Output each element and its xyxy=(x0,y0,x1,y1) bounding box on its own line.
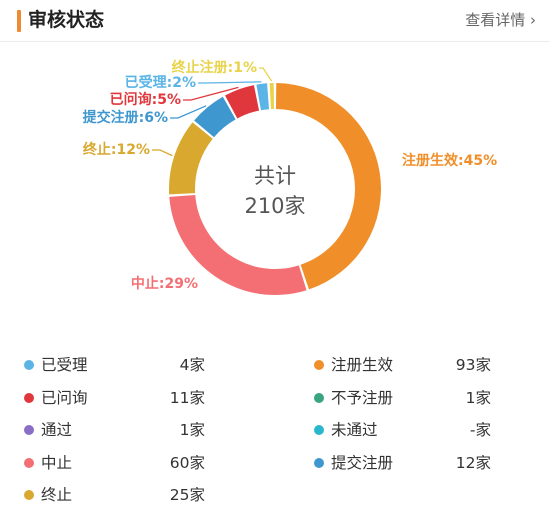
slice-label-5: 已问询:5% xyxy=(110,91,181,108)
legend-value: 1家 xyxy=(465,388,491,407)
legend-dot-icon xyxy=(24,392,34,403)
slice-label-3: 终止:12% xyxy=(83,141,150,158)
view-details-link[interactable]: 查看详情 › xyxy=(465,9,536,31)
legend-value: 12家 xyxy=(455,453,491,472)
donut-slice-2[interactable] xyxy=(169,194,307,295)
donut-chart-svg: 注册生效:45% 中止:29% 终止:12% 提交注册:6%已问询:5%已受理:2%终… xyxy=(83,59,497,295)
legend-value: 93家 xyxy=(455,356,491,374)
header-accent-bar xyxy=(17,10,21,32)
slice-label-2: 中止:29% xyxy=(131,275,198,292)
legend-label: 中止 xyxy=(41,453,73,472)
center-label-line-1: 共计 xyxy=(254,164,296,188)
legend-dot-icon xyxy=(314,425,324,435)
legend-label: 不予注册 xyxy=(331,388,394,407)
donut-slice-3[interactable] xyxy=(169,122,213,195)
legend-value: 1家 xyxy=(179,421,205,439)
chevron-right-icon[interactable]: › xyxy=(530,11,536,29)
legend-dot-icon xyxy=(314,457,324,468)
donut-slice-6[interactable] xyxy=(256,83,270,111)
donut-chart: 注册生效:45% 中止:29% 终止:12% 提交注册:6% 已问询:5% 已受理:2% 终… xyxy=(0,42,550,342)
legend-label: 已受理 xyxy=(41,356,88,374)
center-label-line-2: 210家 xyxy=(244,194,305,218)
legend-value: 4家 xyxy=(179,356,205,374)
legend-dot-icon xyxy=(314,360,324,370)
legend-label: 注册生效 xyxy=(331,356,394,374)
legend-label: 提交注册 xyxy=(331,453,394,472)
slice-label-6: 已受理:2% xyxy=(125,74,196,91)
legend-dot-icon xyxy=(24,425,34,435)
legend-label: 未通过 xyxy=(331,421,378,439)
leader-line-5 xyxy=(183,86,239,101)
slice-label-4: 提交注册:6% xyxy=(83,109,168,126)
legend-dot-icon xyxy=(24,490,34,500)
legend-label: 已问询 xyxy=(41,388,88,407)
leader-line-4 xyxy=(170,105,207,119)
leader-line-3 xyxy=(152,149,173,157)
leader-line-6 xyxy=(198,81,262,84)
legend-value: -家 xyxy=(469,421,491,439)
donut-slice-5[interactable] xyxy=(225,85,260,119)
legend: 已受理 4家 已问询 11家 通过 1家 中止 60家 终止 25家 注册生效 93家 不予注册 1家未… xyxy=(0,352,550,524)
legend-label: 终止 xyxy=(41,486,73,504)
slice-label-1: 注册生效:45% xyxy=(402,152,497,169)
legend-dot-icon xyxy=(24,457,34,468)
legend-value: 11家 xyxy=(169,388,205,407)
donut-slice-4[interactable] xyxy=(194,96,236,138)
legend-value: 60家 xyxy=(169,453,205,472)
page-title: 审核状态 xyxy=(28,9,105,31)
donut-slice-7[interactable] xyxy=(269,83,275,110)
legend-label: 通过 xyxy=(41,421,73,439)
leader-line-7 xyxy=(259,67,273,82)
legend-value: 25家 xyxy=(169,486,205,504)
slice-label-7: 终止注册:1% xyxy=(172,59,257,76)
donut-slice-1[interactable] xyxy=(275,83,382,290)
legend-dot-icon xyxy=(24,360,34,370)
section-header: 审核状态 查看详情 › xyxy=(0,0,550,42)
view-details-label[interactable]: 查看详情 xyxy=(465,11,526,29)
legend-dot-icon xyxy=(314,392,324,403)
